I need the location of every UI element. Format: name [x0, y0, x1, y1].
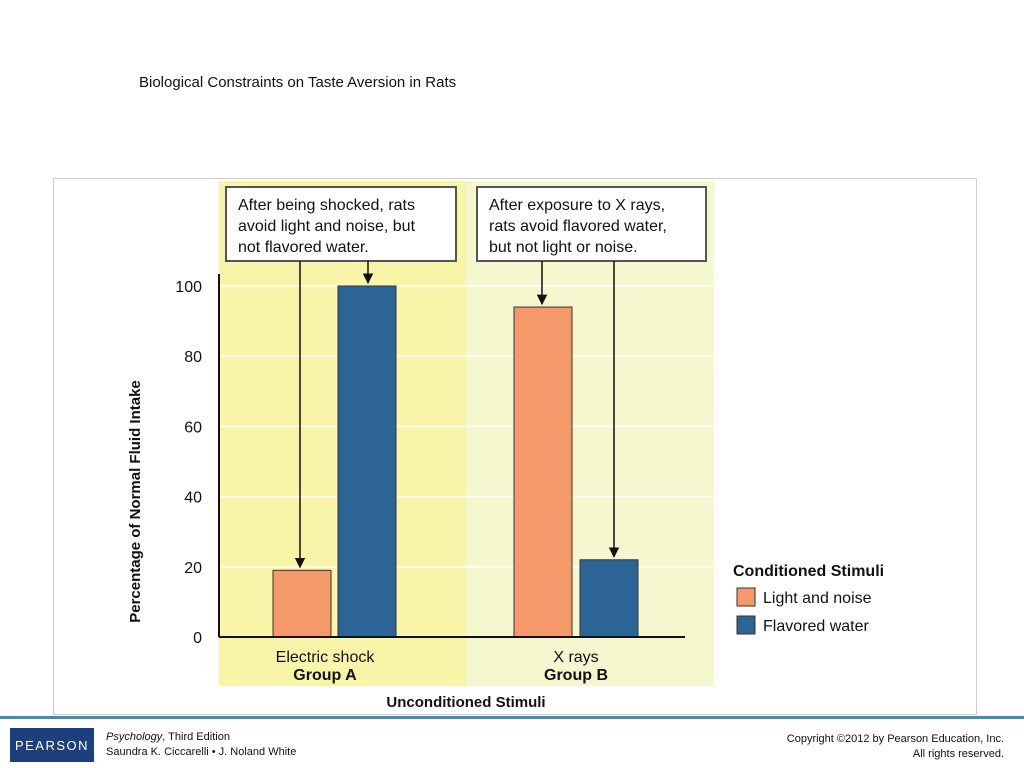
footer-copyright: Copyright ©2012 by Pearson Education, In…	[787, 732, 1004, 762]
annotation-text: but not light or noise.	[489, 239, 638, 256]
taste-aversion-chart: 0 20 40 60 80 100 Percentage of Normal Fluid I…	[127, 181, 884, 711]
legend-label-light-and-noise: Light and noise	[763, 590, 872, 607]
bar-light-and-noise-group-b	[513, 306, 573, 638]
footer-citation: Psychology, Third Edition Saundra K. Cic…	[106, 730, 296, 760]
annotation-text: rats avoid flavored water,	[489, 218, 667, 235]
y-axis-label: Percentage of Normal Fluid Intake	[127, 380, 144, 623]
y-tick-label: 40	[184, 490, 202, 507]
x-group-label: Group A	[293, 667, 357, 684]
bar-flavored-water-group-b	[579, 559, 639, 638]
legend-title: Conditioned Stimuli	[733, 563, 884, 580]
bar-light-and-noise-group-a	[272, 569, 332, 638]
figure-frame: 0 20 40 60 80 100 Percentage of Normal Fluid I…	[53, 178, 977, 715]
annotation-text: not flavored water.	[238, 239, 369, 256]
book-authors: Saundra K. Ciccarelli • J. Noland White	[106, 746, 297, 758]
annotation-box	[225, 186, 457, 262]
annotation-text: After exposure to X rays,	[489, 197, 665, 214]
book-edition: , Third Edition	[162, 731, 230, 743]
pearson-logo: PEARSON	[10, 728, 94, 762]
annotation-text: After being shocked, rats	[238, 197, 415, 214]
bar-flavored-water-group-a	[337, 285, 397, 638]
book-title: Psychology	[106, 731, 163, 743]
y-tick-label: 0	[193, 630, 202, 647]
rights-text: All rights reserved.	[912, 748, 1004, 760]
annotation-box	[476, 186, 707, 262]
x-group-label: Group B	[544, 667, 608, 684]
footer-rule	[0, 716, 1024, 719]
y-tick-label: 60	[184, 419, 202, 436]
legend-label-flavored-water: Flavored water	[763, 618, 869, 635]
slide-title: Biological Constraints on Taste Aversion…	[139, 74, 457, 91]
y-tick-label: 80	[184, 349, 202, 366]
y-tick-label: 100	[175, 279, 202, 296]
annotation-text: avoid light and noise, but	[238, 218, 416, 235]
x-category-label: Electric shock	[276, 649, 376, 666]
legend-swatch-flavored-water	[736, 615, 756, 635]
copyright-text: Copyright ©2012 by Pearson Education, In…	[786, 733, 1004, 745]
x-category-label: X rays	[553, 649, 598, 666]
y-tick-label: 20	[184, 560, 202, 577]
legend-swatch-light-and-noise	[736, 587, 756, 607]
x-axis-label: Unconditioned Stimuli	[386, 694, 545, 711]
